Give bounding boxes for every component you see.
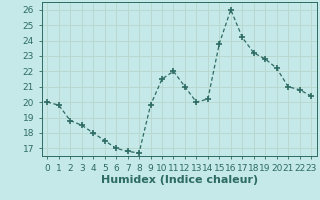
X-axis label: Humidex (Indice chaleur): Humidex (Indice chaleur) <box>100 175 258 185</box>
